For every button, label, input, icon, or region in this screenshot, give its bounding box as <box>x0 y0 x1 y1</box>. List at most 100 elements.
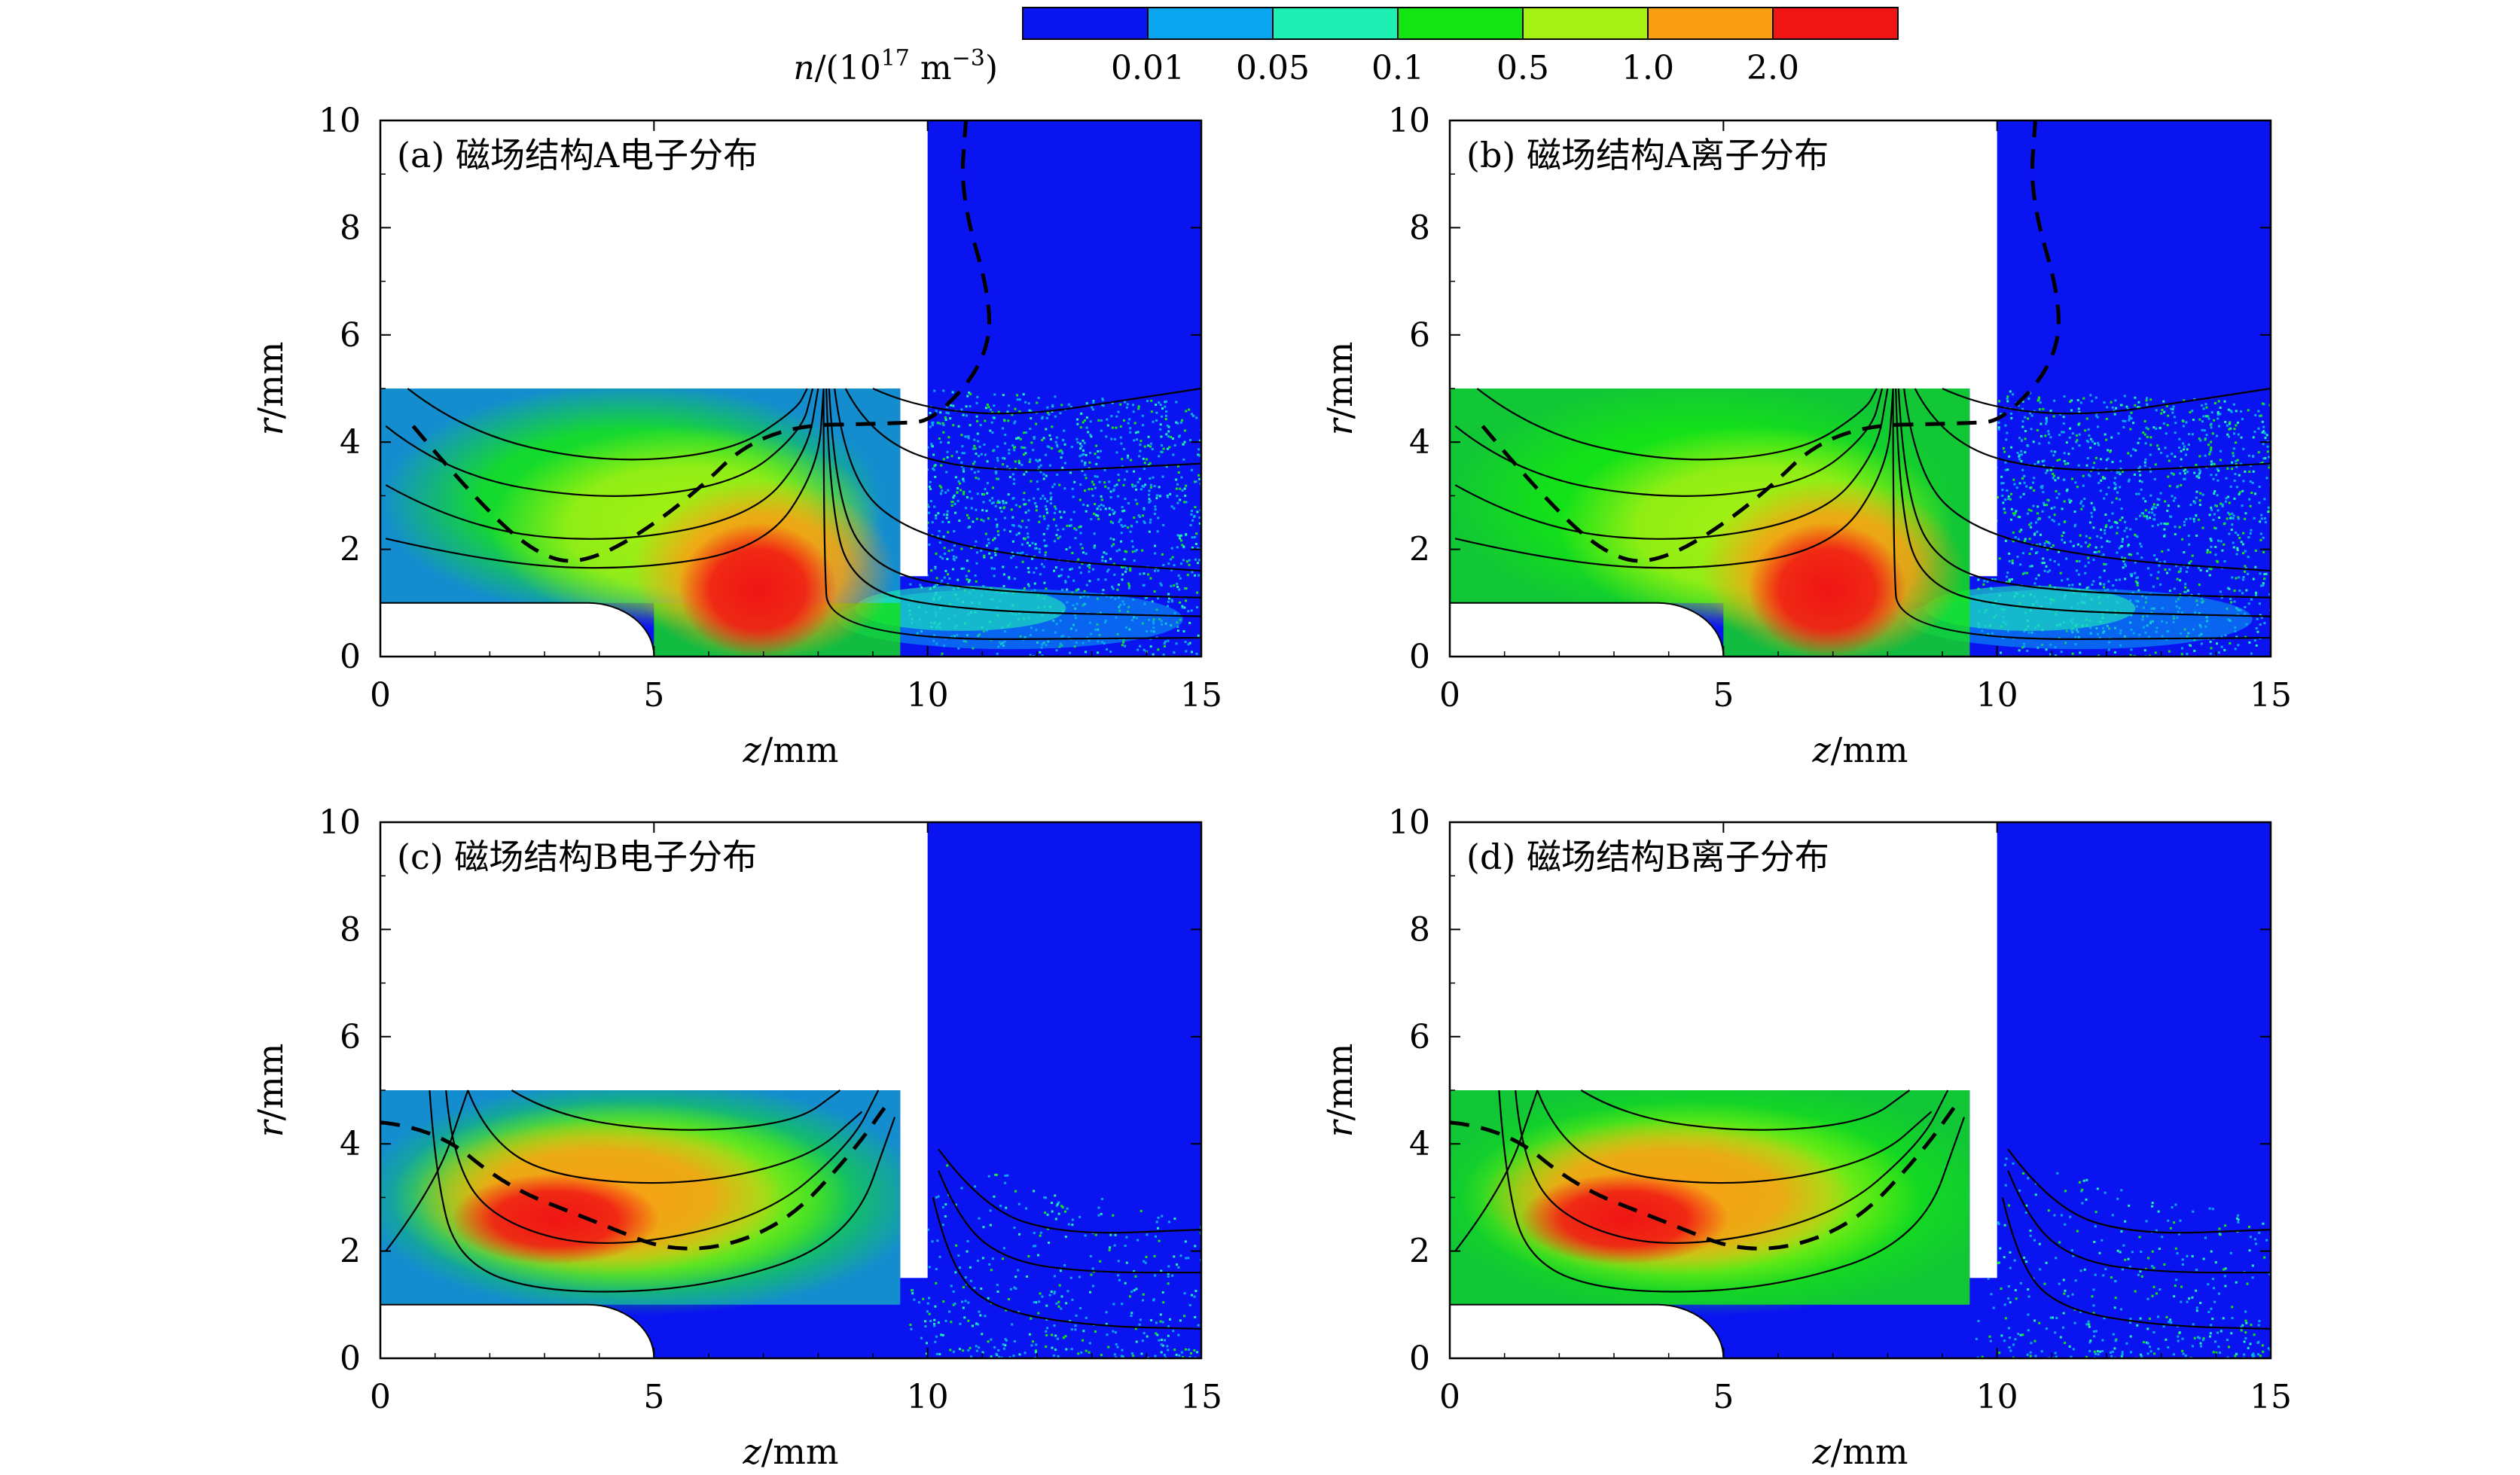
plume-dot <box>959 1266 962 1269</box>
plume-dot <box>1182 559 1185 562</box>
plume-dot <box>1043 581 1046 584</box>
plume-dot <box>944 1319 947 1322</box>
plume-dot <box>2176 578 2179 581</box>
plume-dot <box>1060 568 1063 571</box>
plume-dot <box>946 557 949 560</box>
plume-dot <box>2184 583 2187 586</box>
plume-dot <box>2174 455 2177 458</box>
plume-dot <box>1011 413 1014 416</box>
plume-dot <box>2094 1225 2097 1228</box>
plume-dot <box>2149 436 2152 439</box>
plume-dot <box>2000 475 2003 478</box>
plume-dot <box>997 410 1000 413</box>
plume-dot <box>2158 1248 2161 1251</box>
colorbar-tick-label: 1.0 <box>1622 49 1674 87</box>
plume-dot <box>2252 470 2255 473</box>
plume-dot <box>2209 652 2212 655</box>
x-axis-label: z/mm <box>743 730 839 770</box>
plume-dot <box>1150 399 1153 402</box>
plume-dot <box>948 577 951 580</box>
plume-dot <box>2218 425 2221 428</box>
plume-dot <box>1039 497 1042 500</box>
plume-dot <box>2136 581 2139 584</box>
plume-dot <box>1987 1277 1990 1280</box>
plume-dot <box>2235 635 2238 638</box>
plume-dot <box>2187 535 2190 538</box>
plume-dot <box>957 480 960 483</box>
plume-dot <box>2209 1332 2212 1335</box>
plume-dot <box>2097 472 2101 475</box>
plume-dot <box>2007 498 2010 501</box>
plume-dot <box>954 476 957 479</box>
plume-dot <box>2258 1231 2261 1234</box>
plume-dot <box>2010 518 2013 521</box>
plume-dot <box>2104 1268 2107 1271</box>
plume-dot <box>1002 1247 1005 1250</box>
plume-dot <box>1149 521 1152 524</box>
plume-dot <box>1193 514 1196 517</box>
plume-dot <box>2245 1321 2248 1324</box>
plume-dot <box>2185 518 2188 521</box>
plume-dot <box>2006 400 2009 403</box>
plume-dot <box>2072 1254 2075 1257</box>
plume-dot <box>1060 449 1063 452</box>
plume-dot <box>977 470 980 473</box>
plume-dot <box>2144 458 2147 461</box>
plume-dot <box>914 562 917 565</box>
plume-dot <box>2036 518 2039 521</box>
plume-dot <box>2219 450 2223 453</box>
plume-dot <box>1124 550 1127 553</box>
plume-dot <box>1053 569 1056 572</box>
plume-dot <box>1130 483 1133 486</box>
plume-dot <box>1057 537 1060 540</box>
plume-dot <box>1160 435 1163 438</box>
plume-dot <box>1036 460 1039 463</box>
plume-dot <box>931 1240 934 1243</box>
plume-dot <box>1090 518 1093 521</box>
x-tick-label: 0 <box>1439 1378 1460 1416</box>
plume-dot <box>2032 481 2035 484</box>
plume-dot <box>2093 442 2096 445</box>
plume-dot <box>1117 495 1120 498</box>
plume-dot <box>2006 431 2009 434</box>
plume-dot <box>1042 477 1045 480</box>
plume-dot <box>2219 1352 2222 1355</box>
plume-dot <box>1027 532 1030 535</box>
plume-dot <box>1023 473 1026 476</box>
plume-dot <box>1127 587 1130 590</box>
plume-dot <box>2111 501 2114 504</box>
plume-dot <box>2163 522 2166 525</box>
plume-dot <box>2189 517 2192 520</box>
x-tick-label: 5 <box>1713 676 1734 715</box>
plume-dot <box>1180 1351 1183 1354</box>
plume-dot <box>1115 1356 1118 1358</box>
plume-dot <box>996 456 999 459</box>
plume-dot <box>988 552 991 555</box>
plume-dot <box>1127 501 1130 504</box>
plume-dot <box>2099 583 2102 586</box>
plume-dot <box>2174 533 2177 536</box>
plume-dot <box>2091 466 2094 469</box>
density-field <box>1450 120 2271 657</box>
plume-dot <box>960 547 963 550</box>
plume-dot <box>1027 509 1030 512</box>
plume-dot <box>1167 1275 1170 1278</box>
anode-wall <box>380 602 655 657</box>
plume-dot <box>1041 1295 1044 1298</box>
plume-dot <box>2020 450 2023 453</box>
plume-dot <box>1003 419 1006 422</box>
plume-dot <box>2006 468 2009 471</box>
plume-dot <box>2033 477 2036 480</box>
plume-dot <box>2007 1327 2010 1330</box>
plume-dot <box>996 477 999 480</box>
plume-dot <box>1171 556 1174 559</box>
plume-dot <box>1173 651 1176 654</box>
plume-dot <box>1985 553 1988 556</box>
plume-dot <box>2042 407 2045 410</box>
plume-dot <box>966 414 969 417</box>
plume-dot <box>962 468 965 471</box>
plume-dot <box>1058 483 1061 486</box>
plume-dot <box>1005 1339 1008 1342</box>
plume-dot <box>1116 1345 1119 1349</box>
plume-dot <box>1108 507 1111 510</box>
